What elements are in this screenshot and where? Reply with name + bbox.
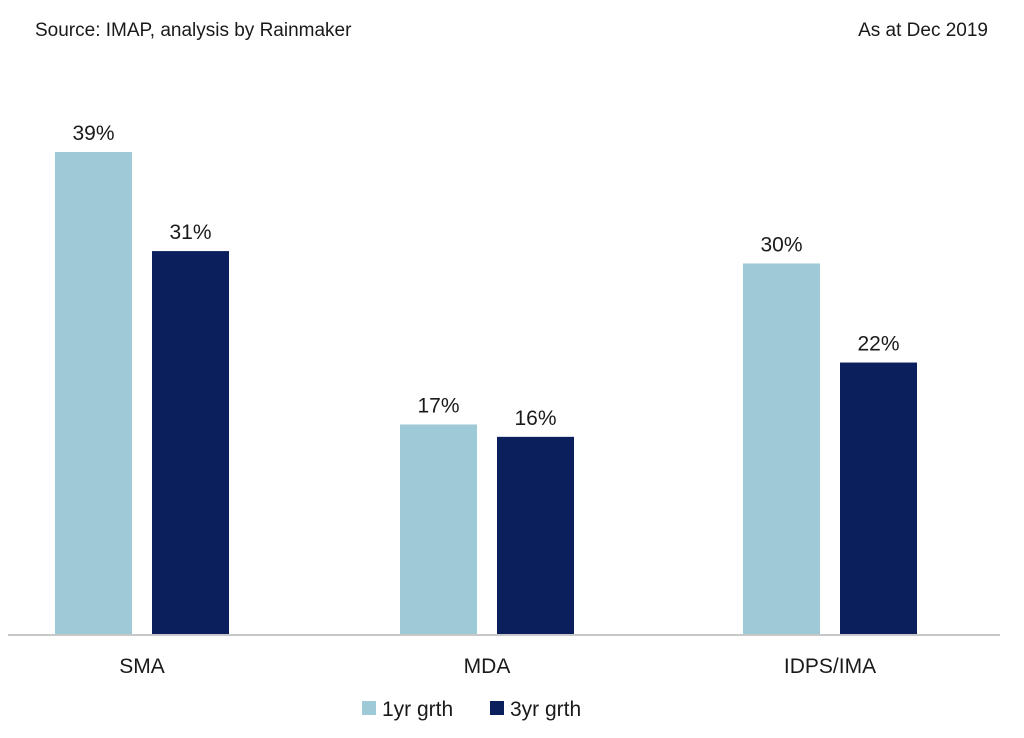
bar-mda-3yr-grth (497, 436, 574, 635)
data-label: 22% (857, 333, 899, 356)
data-label: 39% (72, 122, 114, 145)
data-label: 31% (169, 221, 211, 244)
bars-layer (55, 152, 917, 636)
as-at-date: As at Dec 2019 (858, 20, 988, 41)
category-label: IDPS/IMA (784, 655, 876, 678)
data-label: 30% (760, 233, 802, 256)
data-label: 17% (417, 394, 459, 417)
bar-idps-ima-3yr-grth (840, 362, 917, 635)
bar-sma-1yr-grth (55, 152, 132, 635)
bar-sma-3yr-grth (152, 251, 229, 636)
legend-label: 3yr grth (510, 698, 581, 721)
legend-label: 1yr grth (382, 698, 453, 721)
legend-swatch (362, 701, 376, 715)
bar-idps-ima-1yr-grth (743, 263, 820, 635)
category-label: MDA (464, 655, 511, 678)
legend: 1yr grth 3yr grth (362, 698, 581, 721)
category-label: SMA (119, 655, 165, 678)
labels-layer: 39% 31% SMA 17% 16% MDA 30% 22% IDPS/IMA (72, 122, 899, 678)
bar-mda-1yr-grth (400, 424, 477, 635)
data-label: 16% (514, 407, 556, 430)
legend-swatch (490, 701, 504, 715)
source-note: Source: IMAP, analysis by Rainmaker (35, 20, 352, 41)
